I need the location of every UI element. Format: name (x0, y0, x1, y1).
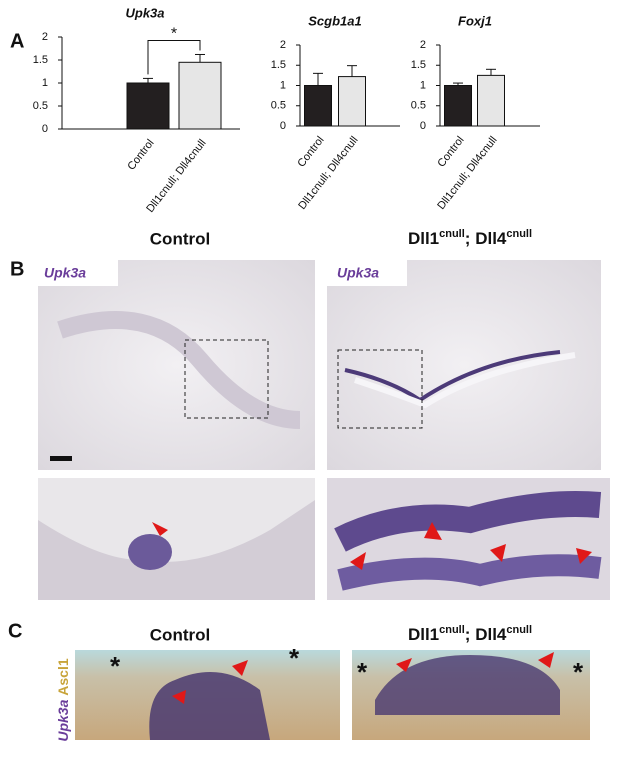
panel-title: Control (150, 229, 210, 248)
error-bar (143, 77, 153, 83)
y-tick-label: 1.5 (33, 54, 48, 66)
panel-title: Dll1cnull; Dll4cnull (408, 228, 532, 249)
significance-label: * (171, 26, 177, 43)
y-tick-label: 1.5 (271, 59, 286, 71)
micrograph-zoom (327, 478, 610, 600)
panel-label: B (10, 258, 24, 280)
bar (178, 61, 222, 130)
micrograph-detail: * * (352, 650, 590, 740)
y-tick-label: 1.5 (411, 59, 426, 71)
bar (126, 82, 170, 130)
micrograph: Upk3a (38, 260, 315, 470)
x-tick-label: Dll1cnull; Dll4cnull (435, 134, 499, 212)
chart-title: Foxj1 (458, 13, 492, 28)
asterisk: * (289, 643, 300, 673)
panel-label: C (8, 620, 22, 642)
error-bar (347, 65, 357, 77)
panel-label: A (10, 30, 24, 52)
x-tick-label: Control (125, 137, 156, 172)
y-tick-label: 2 (420, 39, 426, 51)
stain-axis-label: Upk3a Ascl1 (55, 658, 71, 741)
y-tick-label: 1 (420, 79, 426, 91)
y-tick-label: 1 (42, 77, 48, 89)
y-tick-label: 0 (420, 120, 426, 132)
chart-title: Scgb1a1 (308, 13, 361, 28)
asterisk: * (357, 657, 368, 687)
bar (477, 74, 505, 127)
panel-title: Dll1cnull; Dll4cnull (408, 624, 532, 645)
bar (338, 76, 366, 127)
y-tick-label: 2 (280, 39, 286, 51)
stain-label: Upk3a (337, 265, 379, 281)
error-bar (195, 53, 205, 63)
micrograph-detail: * * (75, 643, 340, 740)
x-tick-label: Dll1cnull; Dll4cnull (296, 134, 360, 212)
significance-bracket (147, 39, 201, 75)
y-tick-label: 0.5 (271, 100, 286, 112)
x-tick-label: Dll1cnull; Dll4cnull (144, 137, 208, 215)
micrograph: Upk3a (327, 260, 601, 470)
y-tick-label: 2 (42, 31, 48, 43)
y-tick-label: 0 (280, 120, 286, 132)
y-tick-label: 0.5 (33, 100, 48, 112)
panel-title: Control (150, 625, 210, 644)
asterisk: * (573, 657, 584, 687)
y-tick-label: 1 (280, 79, 286, 91)
x-tick-label: Control (295, 134, 326, 169)
stain-label: Upk3a (44, 265, 86, 281)
y-tick-label: 0 (42, 123, 48, 135)
error-bar (486, 68, 496, 76)
bar (304, 85, 332, 127)
asterisk: * (110, 651, 121, 681)
micrograph-zoom (38, 478, 315, 600)
error-bar (313, 72, 323, 86)
error-bar (453, 82, 463, 86)
chart-title: Upk3a (125, 5, 164, 20)
y-tick-label: 0.5 (411, 100, 426, 112)
x-tick-label: Control (435, 134, 466, 169)
bar (444, 85, 472, 127)
